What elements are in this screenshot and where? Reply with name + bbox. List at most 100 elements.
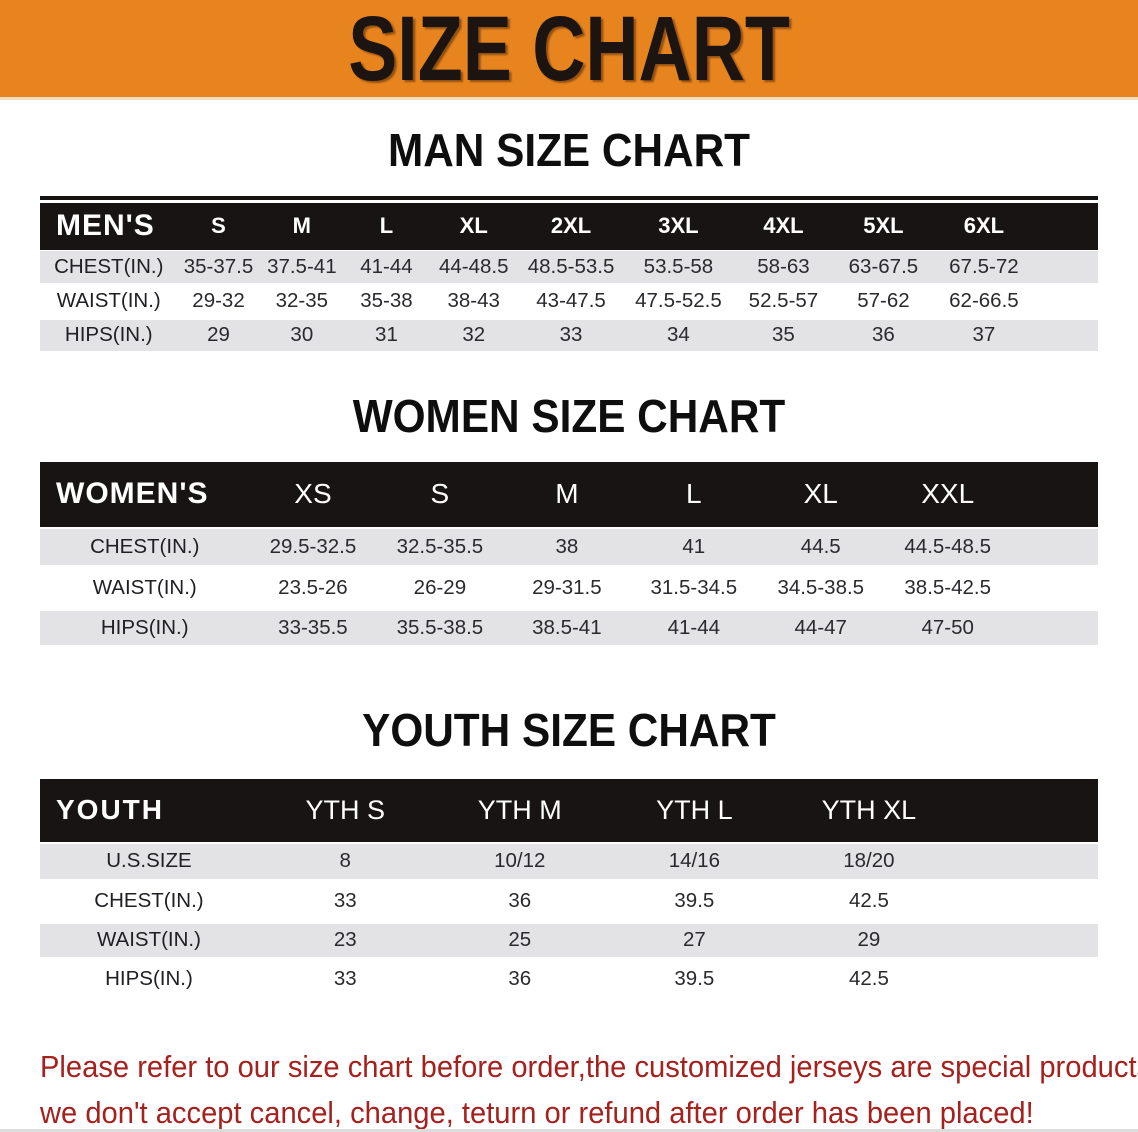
women-table-title: WOMEN'S bbox=[40, 461, 250, 528]
men-column-header-2xl: 2XL bbox=[518, 203, 624, 250]
size-value-cell: 48.5-53.5 bbox=[518, 249, 624, 286]
size-value-cell: 67.5-72 bbox=[933, 249, 1035, 286]
row-label: U.S.SIZE bbox=[40, 841, 258, 885]
disclaimer-line-2: we don't accept cancel, change, teturn o… bbox=[40, 1094, 1034, 1130]
size-value-cell: 42.5 bbox=[781, 880, 957, 924]
men-column-header-4xl: 4XL bbox=[733, 203, 834, 250]
size-value-cell: 41-44 bbox=[344, 249, 429, 286]
size-chart-sections: MAN SIZE CHART MEN'S S M L XL 2XL 3XL 4XL 5XL 6XL C… bbox=[0, 127, 1138, 1002]
women-column-header-m: M bbox=[503, 461, 631, 528]
size-value-cell: 39.5 bbox=[607, 880, 782, 924]
bottom-edge-strip bbox=[0, 1129, 1138, 1132]
row-label: HIPS(IN.) bbox=[40, 958, 258, 1002]
size-value-cell: 14/16 bbox=[607, 841, 782, 885]
row-filler-cell bbox=[1034, 317, 1098, 354]
size-value-cell: 29 bbox=[781, 919, 957, 963]
size-value-cell: 36 bbox=[833, 317, 934, 354]
size-value-cell: 35-38 bbox=[344, 283, 429, 320]
size-value-cell: 25 bbox=[432, 919, 608, 963]
size-value-cell: 47-50 bbox=[884, 606, 1012, 651]
size-value-cell: 42.5 bbox=[781, 958, 957, 1002]
banner-title: SIZE CHART bbox=[348, 0, 790, 100]
size-value-cell: 23.5-26 bbox=[249, 566, 377, 611]
men-column-header-xl: XL bbox=[428, 203, 519, 250]
row-filler-cell bbox=[1011, 606, 1098, 651]
women-size-section: WOMEN SIZE CHART WOMEN'S XS S M L XL XXL CHEST(I… bbox=[0, 393, 1138, 651]
row-filler-cell bbox=[1011, 526, 1098, 571]
size-value-cell: 41 bbox=[630, 526, 758, 571]
size-value-cell: 10/12 bbox=[432, 841, 608, 885]
size-value-cell: 39.5 bbox=[607, 958, 782, 1002]
youth-section-heading: YOUTH SIZE CHART bbox=[362, 703, 776, 756]
size-value-cell: 44-48.5 bbox=[428, 249, 519, 286]
men-measurement-row: CHEST(IN.) 35-37.5 37.5-41 41-44 44-48.5 48.5… bbox=[40, 249, 1098, 286]
size-value-cell: 44.5-48.5 bbox=[884, 526, 1012, 571]
size-value-cell: 33 bbox=[257, 880, 433, 924]
youth-measurement-row: HIPS(IN.) 33 36 39.5 42.5 bbox=[40, 958, 1098, 1002]
size-value-cell: 41-44 bbox=[630, 606, 758, 651]
size-value-cell: 38-43 bbox=[428, 283, 519, 320]
women-measurement-row: WAIST(IN.) 23.5-26 26-29 29-31.5 31.5-34.5 34… bbox=[40, 566, 1098, 611]
youth-measurement-row: WAIST(IN.) 23 25 27 29 bbox=[40, 919, 1098, 963]
row-label: CHEST(IN.) bbox=[40, 526, 250, 571]
men-column-header-5xl: 5XL bbox=[833, 203, 934, 250]
row-label: CHEST(IN.) bbox=[40, 880, 258, 924]
size-value-cell: 53.5-58 bbox=[623, 249, 734, 286]
women-column-header-s: S bbox=[376, 461, 504, 528]
size-value-cell: 63-67.5 bbox=[833, 249, 934, 286]
disclaimer-line-1: Please refer to our size chart before or… bbox=[40, 1048, 1138, 1084]
row-label: HIPS(IN.) bbox=[40, 317, 178, 354]
men-table-title: MEN'S bbox=[40, 203, 178, 250]
youth-table-title: YOUTH bbox=[40, 778, 258, 843]
size-value-cell: 36 bbox=[432, 958, 608, 1002]
men-measurement-row: HIPS(IN.) 29 30 31 32 33 34 35 36 37 bbox=[40, 317, 1098, 354]
row-label: HIPS(IN.) bbox=[40, 606, 250, 651]
size-value-cell: 33-35.5 bbox=[249, 606, 377, 651]
men-column-header-l: L bbox=[344, 203, 429, 250]
size-value-cell: 27 bbox=[607, 919, 782, 963]
size-value-cell: 31.5-34.5 bbox=[630, 566, 758, 611]
size-value-cell: 44-47 bbox=[757, 606, 885, 651]
size-value-cell: 30 bbox=[259, 317, 345, 354]
size-value-cell: 29 bbox=[177, 317, 260, 354]
men-column-header-s: S bbox=[177, 203, 260, 250]
women-column-header-xl: XL bbox=[757, 461, 885, 528]
size-value-cell: 47.5-52.5 bbox=[623, 283, 734, 320]
youth-size-section: YOUTH SIZE CHART YOUTH YTH S YTH M YTH L YTH … bbox=[0, 707, 1138, 1002]
men-measurement-row: WAIST(IN.) 29-32 32-35 35-38 38-43 43-47.5 47.… bbox=[40, 283, 1098, 320]
size-value-cell: 23 bbox=[257, 919, 433, 963]
size-value-cell: 58-63 bbox=[733, 249, 834, 286]
men-size-table: MEN'S S M L XL 2XL 3XL 4XL 5XL 6XL CHEST(IN.) 35-37… bbox=[40, 203, 1098, 354]
size-value-cell: 18/20 bbox=[781, 841, 957, 885]
women-header-filler-cell bbox=[1011, 461, 1098, 528]
youth-column-header-yth-xl: YTH XL bbox=[781, 778, 957, 843]
size-value-cell: 35 bbox=[733, 317, 834, 354]
size-value-cell: 32.5-35.5 bbox=[376, 526, 504, 571]
row-label: CHEST(IN.) bbox=[40, 249, 178, 286]
row-filler-cell bbox=[1011, 566, 1098, 611]
size-value-cell: 38 bbox=[503, 526, 631, 571]
youth-size-table: YOUTH YTH S YTH M YTH L YTH XL U.S.SIZE 8 10/12… bbox=[40, 778, 1098, 1002]
youth-header-filler-cell bbox=[956, 778, 1098, 843]
size-chart-banner: SIZE CHART bbox=[0, 0, 1138, 100]
women-measurement-row: HIPS(IN.) 33-35.5 35.5-38.5 38.5-41 41-44 44-… bbox=[40, 606, 1098, 651]
size-value-cell: 34 bbox=[623, 317, 734, 354]
youth-table-header-row: YOUTH YTH S YTH M YTH L YTH XL bbox=[40, 778, 1098, 843]
size-value-cell: 38.5-41 bbox=[503, 606, 631, 651]
size-value-cell: 52.5-57 bbox=[733, 283, 834, 320]
men-table-header-row: MEN'S S M L XL 2XL 3XL 4XL 5XL 6XL bbox=[40, 203, 1098, 250]
row-filler-cell bbox=[956, 919, 1098, 963]
row-label: WAIST(IN.) bbox=[40, 283, 178, 320]
women-column-header-l: L bbox=[630, 461, 758, 528]
youth-measurement-row: CHEST(IN.) 33 36 39.5 42.5 bbox=[40, 880, 1098, 924]
size-value-cell: 31 bbox=[344, 317, 429, 354]
size-value-cell: 29-32 bbox=[177, 283, 260, 320]
size-value-cell: 32 bbox=[428, 317, 519, 354]
row-filler-cell bbox=[956, 880, 1098, 924]
size-value-cell: 26-29 bbox=[376, 566, 504, 611]
size-value-cell: 32-35 bbox=[259, 283, 345, 320]
size-value-cell: 29-31.5 bbox=[503, 566, 631, 611]
size-value-cell: 37 bbox=[933, 317, 1035, 354]
size-value-cell: 38.5-42.5 bbox=[884, 566, 1012, 611]
